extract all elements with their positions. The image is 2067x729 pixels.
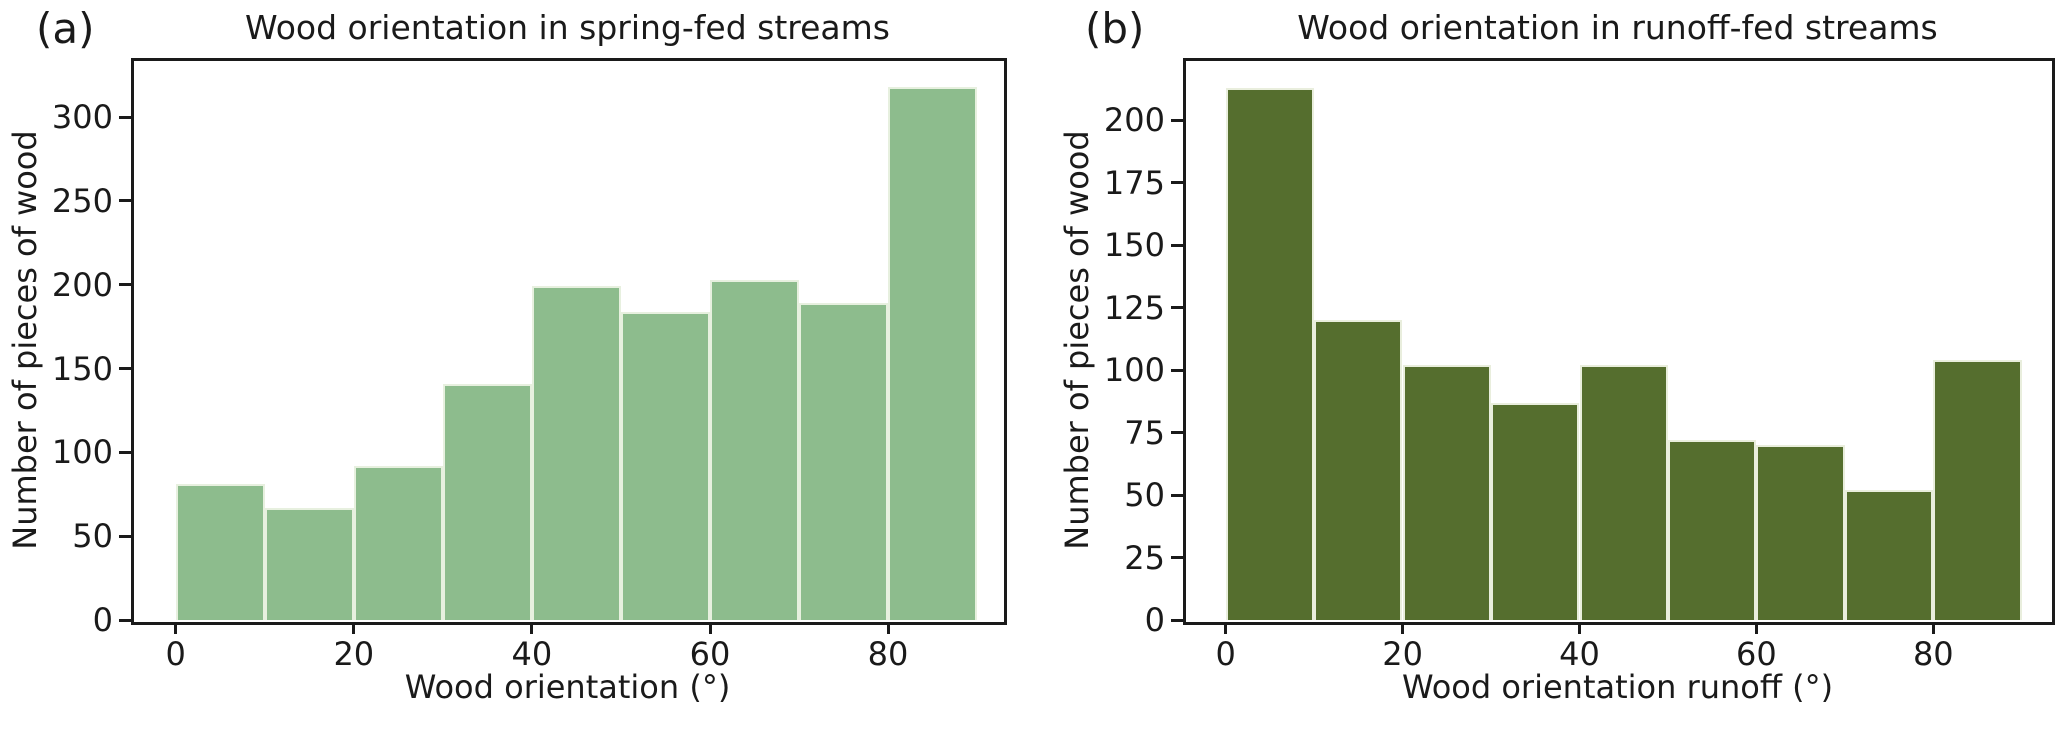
x-axis-label: Wood orientation (°) bbox=[404, 668, 731, 706]
x-tick-mark bbox=[174, 622, 178, 634]
x-tick-label: 60 bbox=[1736, 635, 1777, 673]
y-tick-mark bbox=[1171, 243, 1183, 247]
x-tick-label: 40 bbox=[1559, 635, 1600, 673]
histogram-bar bbox=[1579, 365, 1668, 620]
y-tick-mark bbox=[119, 115, 131, 119]
x-tick-mark bbox=[1754, 622, 1758, 634]
y-tick-label: 50 bbox=[1124, 476, 1165, 514]
x-tick-label: 80 bbox=[1912, 635, 1954, 673]
x-tick-mark bbox=[1931, 622, 1935, 634]
y-tick-mark bbox=[1171, 306, 1183, 309]
x-tick-mark bbox=[1578, 622, 1581, 634]
y-tick-mark bbox=[119, 283, 131, 287]
x-tick-mark bbox=[708, 622, 712, 634]
y-tick-label: 100 bbox=[1103, 351, 1165, 389]
y-tick-label: 200 bbox=[51, 265, 113, 304]
y-tick-mark bbox=[119, 199, 131, 203]
x-tick-mark bbox=[352, 622, 356, 634]
x-tick-label: 0 bbox=[165, 635, 186, 673]
histogram-bar bbox=[1314, 320, 1403, 620]
y-tick-mark bbox=[1171, 556, 1183, 559]
histogram-bar bbox=[888, 86, 977, 620]
x-tick-label: 0 bbox=[1215, 635, 1236, 673]
y-tick-mark bbox=[1171, 181, 1183, 184]
histogram-bar bbox=[175, 484, 265, 620]
histogram-bar bbox=[1225, 87, 1315, 620]
histogram-bar bbox=[1756, 445, 1845, 620]
x-tick-label: 20 bbox=[333, 635, 375, 673]
panel-letter: (a) bbox=[36, 4, 95, 53]
chart-title: Wood orientation in spring-fed streams bbox=[245, 8, 890, 47]
y-tick-label: 75 bbox=[1124, 413, 1165, 452]
y-tick-mark bbox=[119, 534, 131, 538]
histogram-bar bbox=[264, 507, 354, 620]
histogram-bar bbox=[1667, 440, 1757, 620]
y-tick-label: 150 bbox=[1103, 226, 1165, 264]
x-tick-mark bbox=[886, 622, 890, 634]
y-tick-label: 200 bbox=[1103, 101, 1165, 139]
y-tick-label: 125 bbox=[1103, 288, 1165, 327]
histogram-bar bbox=[710, 279, 799, 620]
y-tick-mark bbox=[1171, 493, 1183, 497]
x-tick-label: 40 bbox=[511, 635, 553, 673]
histogram-bar bbox=[442, 383, 532, 620]
histogram-bar bbox=[1402, 365, 1491, 620]
y-tick-mark bbox=[1171, 618, 1183, 622]
histogram-bar bbox=[1491, 402, 1580, 620]
x-tick-mark bbox=[1224, 622, 1228, 634]
y-tick-mark bbox=[119, 367, 131, 370]
y-tick-label: 250 bbox=[51, 181, 113, 220]
y-tick-label: 50 bbox=[72, 517, 113, 556]
y-tick-mark bbox=[119, 450, 131, 454]
y-tick-label: 150 bbox=[51, 349, 113, 388]
y-tick-label: 0 bbox=[1144, 601, 1165, 639]
y-tick-mark bbox=[1171, 118, 1183, 122]
chart-title: Wood orientation in runoff-fed streams bbox=[1297, 8, 1938, 47]
y-tick-label: 0 bbox=[92, 601, 113, 639]
x-tick-label: 60 bbox=[689, 635, 731, 673]
panel-letter: (b) bbox=[1085, 4, 1145, 53]
x-tick-mark bbox=[530, 622, 534, 634]
y-tick-label: 100 bbox=[51, 433, 113, 472]
y-tick-mark bbox=[1171, 368, 1183, 372]
y-tick-label: 25 bbox=[1124, 538, 1165, 577]
x-tick-label: 80 bbox=[867, 635, 909, 673]
y-tick-mark bbox=[119, 618, 131, 622]
histogram-bar bbox=[353, 465, 443, 620]
histogram-bar bbox=[620, 311, 710, 620]
y-tick-mark bbox=[1171, 431, 1183, 434]
x-axis-label: Wood orientation runoff (°) bbox=[1401, 668, 1834, 706]
histogram-bar bbox=[1933, 360, 2022, 620]
x-tick-mark bbox=[1401, 622, 1405, 634]
histogram-bar bbox=[531, 286, 621, 620]
histogram-bar bbox=[1844, 490, 1934, 620]
x-tick-label: 20 bbox=[1382, 635, 1423, 673]
y-tick-label: 300 bbox=[51, 98, 113, 136]
y-tick-label: 175 bbox=[1103, 163, 1165, 202]
histogram-bar bbox=[799, 303, 888, 620]
